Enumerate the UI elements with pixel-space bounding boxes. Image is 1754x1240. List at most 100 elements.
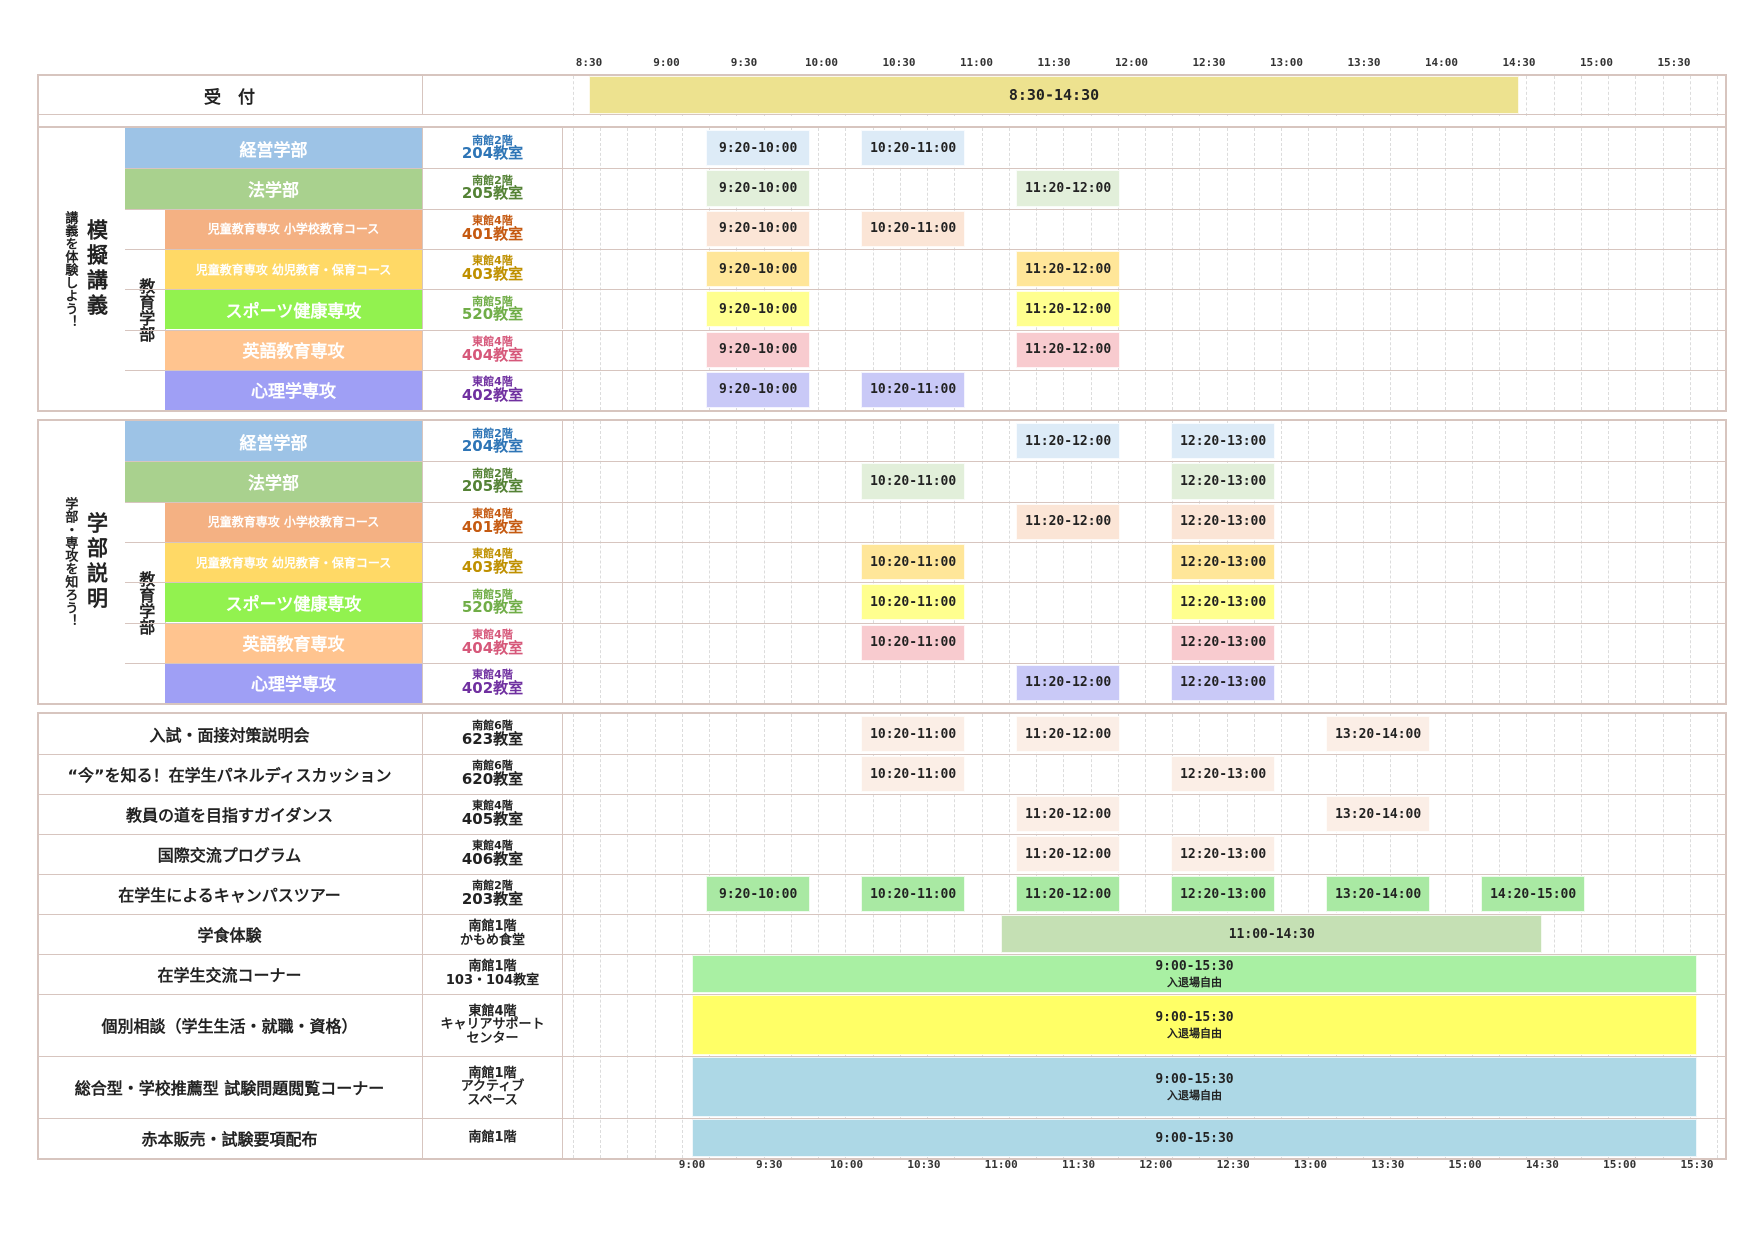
event-session-block: 13:20-14:00	[1326, 796, 1431, 832]
grid-line	[1036, 421, 1038, 704]
grid-line	[681, 421, 683, 704]
grid-line	[1090, 421, 1092, 704]
grid-line	[954, 714, 956, 1158]
event-row-divider	[37, 1056, 1727, 1057]
dept_explanation-session-block: 11:20-12:00	[1016, 503, 1121, 540]
event-room: 南館1階 アクティブ スペース	[423, 1056, 563, 1118]
event-room-line: 南館1階	[468, 959, 517, 975]
mock_lecture-room: 402教室	[461, 385, 524, 404]
event-long-bar: 9:00-15:30 入退場自由	[692, 955, 1697, 993]
mock_lecture-row-room: 南館2階 204教室	[423, 128, 563, 169]
reception-time-bar: 8:30-14:30	[589, 76, 1519, 114]
time-tick-bottom: 12:30	[1216, 1158, 1250, 1171]
grid-line	[654, 128, 656, 411]
grid-line	[872, 128, 874, 411]
grid-line	[927, 714, 929, 1158]
event-session-block: 10:20-11:00	[861, 756, 966, 792]
event-room-line: 南館6階	[472, 719, 513, 733]
dept_explanation-room: 205教室	[461, 477, 524, 496]
event-session-block: 12:20-13:00	[1171, 836, 1276, 872]
time-tick-top: 14:00	[1424, 56, 1459, 69]
mock_lecture-row-name: 児童教育専攻 小学校教育コース	[165, 208, 423, 249]
grid-line	[627, 421, 629, 704]
dept_explanation-floor: 東館4階	[472, 668, 513, 682]
grid-line	[1417, 421, 1419, 704]
grid-line	[1444, 128, 1446, 411]
mock_lecture-education-text: 教育学部	[136, 278, 156, 343]
dept_explanation-floor: 南館2階	[472, 426, 513, 440]
dept_explanation-row-divider	[125, 461, 1727, 463]
grid-line	[954, 128, 956, 411]
time-tick-top: 15:30	[1657, 56, 1691, 69]
grid-line	[1308, 128, 1310, 411]
dept_explanation-row-room: 南館2階 205教室	[423, 461, 563, 502]
dept_explanation-row-name: 経営学部	[125, 421, 423, 462]
dept_explanation-row-divider	[125, 662, 1727, 664]
grid-line	[845, 128, 847, 411]
grid-line	[818, 421, 820, 704]
mock_lecture-session-block: 9:20-10:00	[706, 130, 811, 167]
grid-line	[1226, 128, 1228, 411]
time-tick-top: 9:30	[730, 56, 758, 69]
grid-line	[627, 714, 629, 1158]
grid-line	[1526, 128, 1528, 411]
mock_lecture-row-room: 南館5階 520教室	[423, 289, 563, 330]
mock_lecture-session-block: 9:20-10:00	[706, 291, 811, 328]
dept_explanation-row-divider	[125, 622, 1727, 624]
mock_lecture-row-divider	[125, 208, 1727, 210]
grid-line	[1199, 128, 1201, 411]
event-row-divider	[37, 754, 1727, 755]
mock_lecture-floor: 東館4階	[472, 335, 513, 348]
grid-line	[1335, 128, 1337, 411]
grid-line	[1499, 421, 1501, 704]
event-long-sub: 入退場自由	[1167, 1026, 1222, 1040]
dept_explanation-session-block: 10:20-11:00	[861, 463, 966, 500]
time-tick-top: 13:30	[1347, 56, 1381, 69]
grid-line	[1717, 714, 1718, 1158]
mock_lecture-row-name: 経営学部	[125, 128, 423, 169]
grid-line	[818, 128, 820, 411]
event-room: 南館1階	[423, 1118, 563, 1158]
time-tick-bottom: 10:30	[907, 1158, 941, 1171]
dept_explanation-room: 404教室	[461, 638, 524, 657]
grid-line	[872, 714, 874, 1158]
event-name: 入試・面接対策説明会	[37, 714, 423, 754]
mock_lecture-floor: 東館4階	[472, 375, 513, 389]
event-room-line: 南館1階	[468, 919, 517, 935]
time-tick-top: 10:30	[882, 56, 916, 69]
event-room-line: 405教室	[461, 809, 524, 828]
grid-line	[763, 421, 765, 704]
event-room: 南館2階 203教室	[423, 874, 563, 914]
grid-line	[573, 76, 574, 116]
event-room-line: キャリアサポート	[440, 1017, 545, 1033]
grid-line	[981, 128, 983, 411]
mock_lecture-session-block: 9:20-10:00	[706, 210, 811, 247]
grid-line	[1526, 76, 1528, 116]
grid-line	[1471, 421, 1473, 704]
event-session-block: 14:20-15:00	[1481, 876, 1586, 912]
event-room: 南館6階 620教室	[423, 754, 563, 794]
event-room-line: スペース	[467, 1092, 518, 1108]
event-long-sub: 入退場自由	[1167, 975, 1222, 989]
grid-line	[899, 714, 901, 1158]
mock_lecture-row-name: スポーツ健康専攻	[165, 289, 423, 330]
event-session-block: 13:20-14:00	[1326, 716, 1431, 752]
grid-line	[1608, 128, 1610, 411]
mock_lecture-floor: 東館4階	[472, 214, 513, 228]
event-name: 教員の道を目指すガイダンス	[37, 794, 423, 834]
grid-line	[1172, 128, 1174, 411]
event-session-block: 11:20-12:00	[1016, 836, 1121, 872]
event-row-divider	[37, 834, 1727, 835]
event-room: 東館4階 405教室	[423, 794, 563, 834]
time-tick-top: 12:00	[1114, 56, 1149, 69]
mock_lecture-title-column: 講義を体験しよう！ 模擬講義	[45, 128, 125, 410]
grid-line	[763, 714, 765, 1158]
mock_lecture-room: 404教室	[461, 345, 524, 364]
event-room: 東館4階 406教室	[423, 834, 563, 874]
grid-line	[1662, 714, 1664, 1158]
event-name: 学食体験	[37, 914, 423, 954]
mock_lecture-row-room: 東館4階 402教室	[423, 369, 563, 411]
mock_lecture-session-block: 9:20-10:00	[706, 250, 811, 288]
grid-line	[1608, 421, 1610, 704]
dept_explanation-row-room: 南館5階 520教室	[423, 582, 563, 623]
